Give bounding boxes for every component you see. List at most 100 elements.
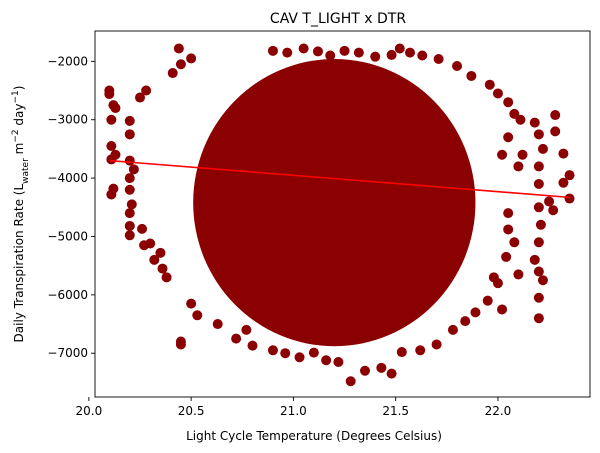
scatter-point: [533, 178, 544, 189]
scatter-point: [533, 237, 544, 248]
scatter-point: [110, 103, 121, 114]
scatter-point: [298, 43, 309, 54]
points-layer: [104, 43, 575, 387]
scatter-point: [212, 319, 223, 330]
scatter-point: [548, 205, 559, 216]
trend-layer: [109, 159, 570, 199]
scatter-point: [161, 272, 172, 283]
scatter-point: [267, 345, 278, 356]
y-axis-label-mid1: m: [12, 143, 26, 159]
scatter-point: [564, 193, 575, 204]
scatter-point: [231, 333, 242, 344]
scatter-point: [376, 362, 387, 373]
scatter-point: [339, 45, 350, 56]
scatter-point: [128, 164, 139, 175]
y-axis-label: Daily Transpiration Rate (Lwater m−2 day…: [11, 86, 31, 343]
scatter-point: [386, 368, 397, 379]
y-axis-label-sup1: −2: [11, 129, 21, 142]
scatter-point: [137, 223, 148, 234]
scatter-point: [104, 89, 115, 100]
scatter-point: [124, 230, 135, 241]
scatter-point: [550, 110, 561, 121]
scatter-point: [167, 68, 178, 79]
y-tick-label: −4000: [47, 171, 88, 185]
scatter-point: [550, 126, 561, 137]
scatter-point: [460, 316, 471, 327]
scatter-point: [533, 129, 544, 140]
scatter-point: [241, 324, 252, 335]
scatter-point: [503, 208, 514, 219]
x-tick-label: 20.5: [178, 404, 205, 418]
scatter-point: [124, 115, 135, 126]
scatter-point: [386, 49, 397, 60]
scatter-point: [535, 219, 546, 230]
scatter-point: [186, 53, 197, 64]
scatter-point: [509, 237, 520, 248]
y-axis-label-mid2: day: [12, 104, 26, 130]
scatter-point: [124, 184, 135, 195]
scatter-point: [415, 345, 426, 356]
scatter-point: [126, 199, 137, 210]
y-axis-label-subscript: water: [21, 158, 31, 184]
scatter-point: [503, 97, 514, 108]
scatter-point: [488, 272, 499, 283]
scatter-point: [280, 348, 291, 359]
trend-line: [109, 159, 570, 199]
scatter-point: [515, 114, 526, 125]
scatter-point: [124, 129, 135, 140]
scatter-point: [501, 251, 512, 262]
scatter-point: [533, 266, 544, 277]
scatter-point: [124, 173, 135, 184]
scatter-point: [145, 238, 156, 249]
scatter-point: [529, 254, 540, 265]
y-tick-label: −3000: [47, 113, 88, 127]
scatter-point: [529, 117, 540, 128]
x-tick-label: 21.5: [382, 404, 409, 418]
scatter-point: [497, 149, 508, 160]
scatter-point: [106, 114, 117, 125]
scatter-point: [333, 356, 344, 367]
scatter-point: [452, 61, 463, 72]
y-axis-label-suffix: ): [12, 86, 26, 91]
scatter-point: [106, 140, 117, 151]
scatter-point: [312, 46, 323, 57]
axes-layer: [94, 30, 591, 398]
scatter-point: [484, 79, 495, 90]
scatter-point: [325, 50, 336, 61]
y-tick-label: −5000: [47, 229, 88, 243]
y-tick-label: −7000: [47, 346, 88, 360]
scatter-point: [492, 88, 503, 99]
scatter-point: [558, 148, 569, 159]
scatter-point: [433, 54, 444, 65]
scatter-point: [173, 43, 184, 54]
y-tick-label: −6000: [47, 288, 88, 302]
scatter-point: [482, 295, 493, 306]
scatter-point: [431, 339, 442, 350]
scatter-point: [282, 47, 293, 58]
scatter-point: [267, 45, 278, 56]
scatter-point: [345, 376, 356, 387]
scatter-point: [175, 59, 186, 70]
scatter-point: [564, 170, 575, 181]
scatter-point: [447, 324, 458, 335]
scatter-point: [533, 292, 544, 303]
scatter-point: [155, 247, 166, 258]
scatter-point: [558, 177, 569, 188]
scatter-point: [370, 51, 381, 62]
scatter-point: [394, 43, 405, 54]
y-axis-label-sup2: −1: [11, 90, 21, 103]
scatter-point: [124, 155, 135, 166]
scatter-point: [513, 161, 524, 172]
scatter-point: [533, 202, 544, 213]
scatter-point: [192, 310, 203, 321]
scatter-point: [247, 340, 258, 351]
scatter-point: [497, 304, 508, 315]
scatter-point: [537, 275, 548, 286]
x-tick-label: 21.0: [280, 404, 307, 418]
scatter-point: [533, 313, 544, 324]
point-cloud: [193, 59, 476, 347]
scatter-point: [417, 50, 428, 61]
scatter-point: [141, 85, 152, 96]
x-tick-label: 20.0: [76, 404, 103, 418]
